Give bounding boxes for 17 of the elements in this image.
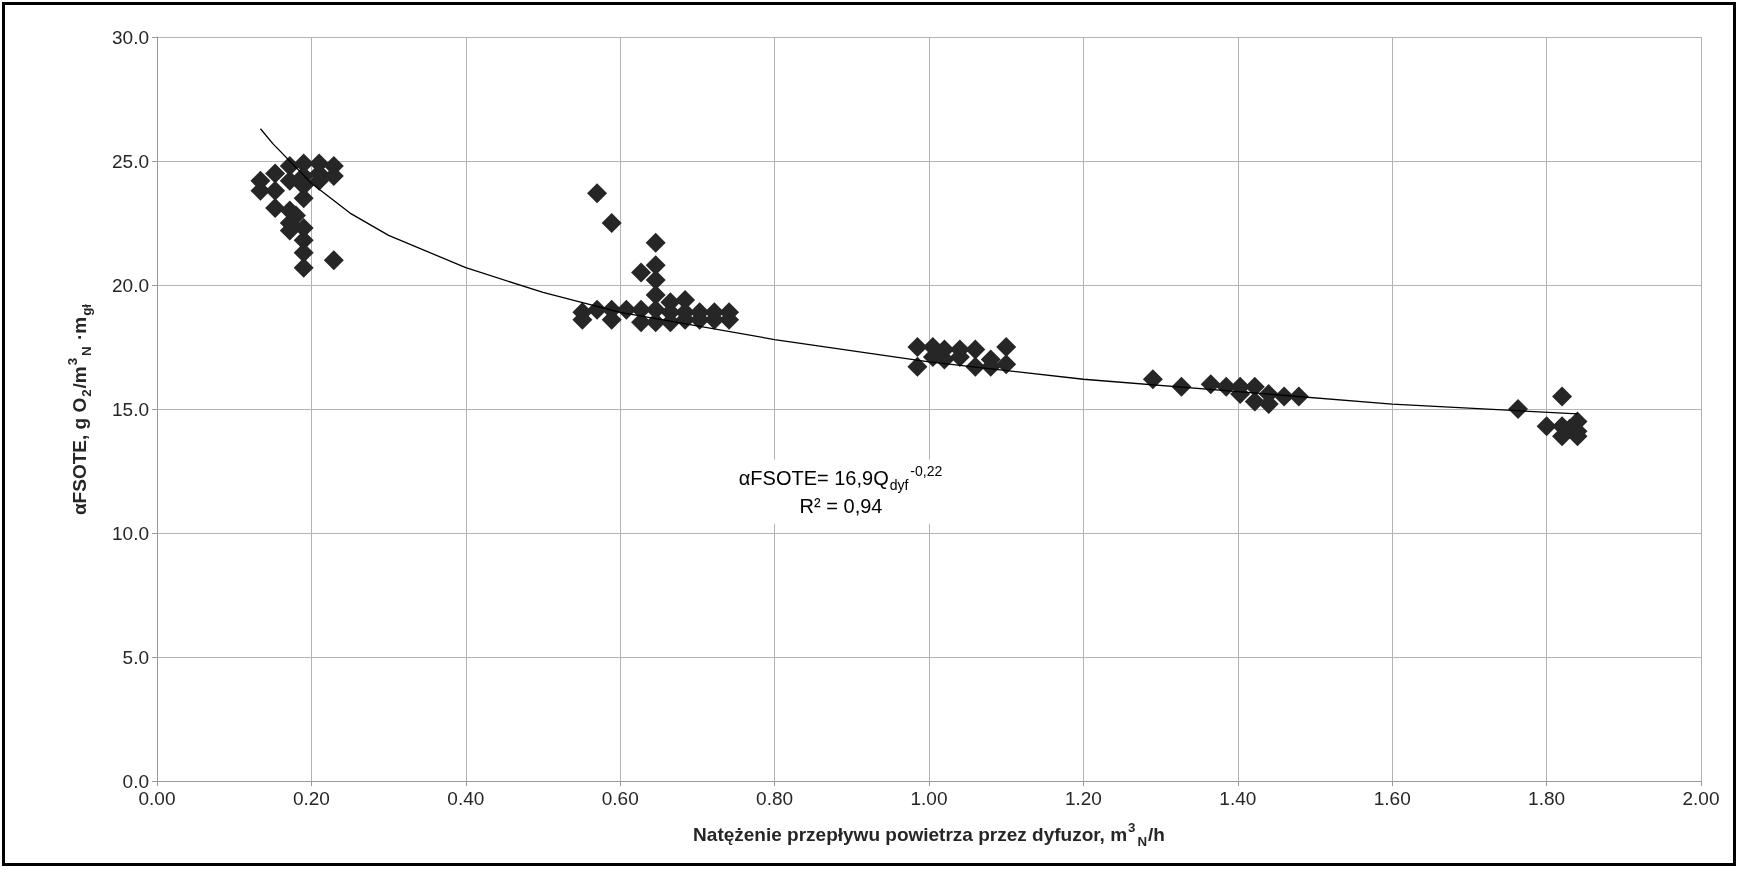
x-tick-label: 2.00 (1682, 788, 1720, 809)
x-tick-label: 1.20 (1064, 788, 1102, 809)
y-tick-label: 25.0 (112, 150, 149, 172)
x-tick-label: 1.00 (910, 788, 948, 809)
x-tick-label: 0.60 (601, 788, 639, 809)
y-tick-label: 10.0 (112, 522, 149, 544)
x-tick-label: 1.40 (1219, 788, 1257, 809)
y-tick-label: 20.0 (112, 274, 149, 296)
x-tick-label: 0.80 (756, 788, 794, 809)
x-tick-label: 0.20 (292, 788, 330, 809)
y-tick-label: 30.0 (112, 26, 149, 48)
y-axis-title: αFSOTE, g O2/m3N ·mgł (65, 303, 94, 516)
x-tick-label: 0.40 (447, 788, 485, 809)
y-tick-label: 5.0 (122, 646, 149, 668)
x-tick-label: 1.60 (1373, 788, 1411, 809)
x-tick-label: 1.80 (1528, 788, 1566, 809)
y-tick-label: 15.0 (112, 398, 149, 420)
